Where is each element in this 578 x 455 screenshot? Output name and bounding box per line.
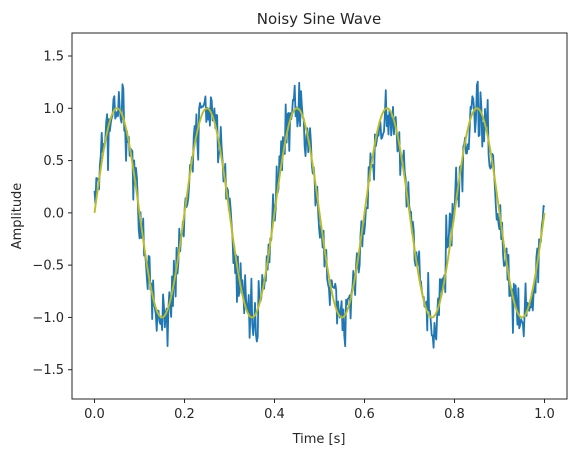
chart-title: Noisy Sine Wave [257, 10, 381, 28]
y-tick-label: 1.5 [43, 50, 64, 65]
y-tick-label: 1.0 [43, 102, 64, 117]
y-tick-label: −1.5 [32, 363, 64, 378]
x-axis-ticks: 0.0 0.2 0.4 0.6 0.8 1.0 [84, 399, 555, 422]
x-tick-label: 0.2 [174, 407, 195, 422]
noisy-signal-line [93, 80, 546, 349]
y-tick-label: −1.0 [32, 311, 64, 326]
x-tick-label: 0.0 [84, 407, 105, 422]
plot-area [93, 80, 546, 349]
x-tick-label: 0.6 [354, 407, 375, 422]
x-tick-label: 0.8 [444, 407, 465, 422]
clean-sine-line [93, 107, 546, 319]
plot-frame [71, 32, 568, 400]
y-axis-label: Amplitude [10, 183, 25, 250]
x-tick-label: 0.4 [264, 407, 285, 422]
y-tick-label: 0.0 [43, 206, 64, 221]
x-axis-label: Time [s] [292, 432, 346, 447]
y-tick-label: −0.5 [32, 259, 64, 274]
y-tick-label: 0.5 [43, 154, 64, 169]
x-tick-label: 1.0 [534, 407, 555, 422]
y-axis-ticks: −1.5 −1.0 −0.5 0.0 0.5 1.0 1.5 [32, 50, 72, 378]
